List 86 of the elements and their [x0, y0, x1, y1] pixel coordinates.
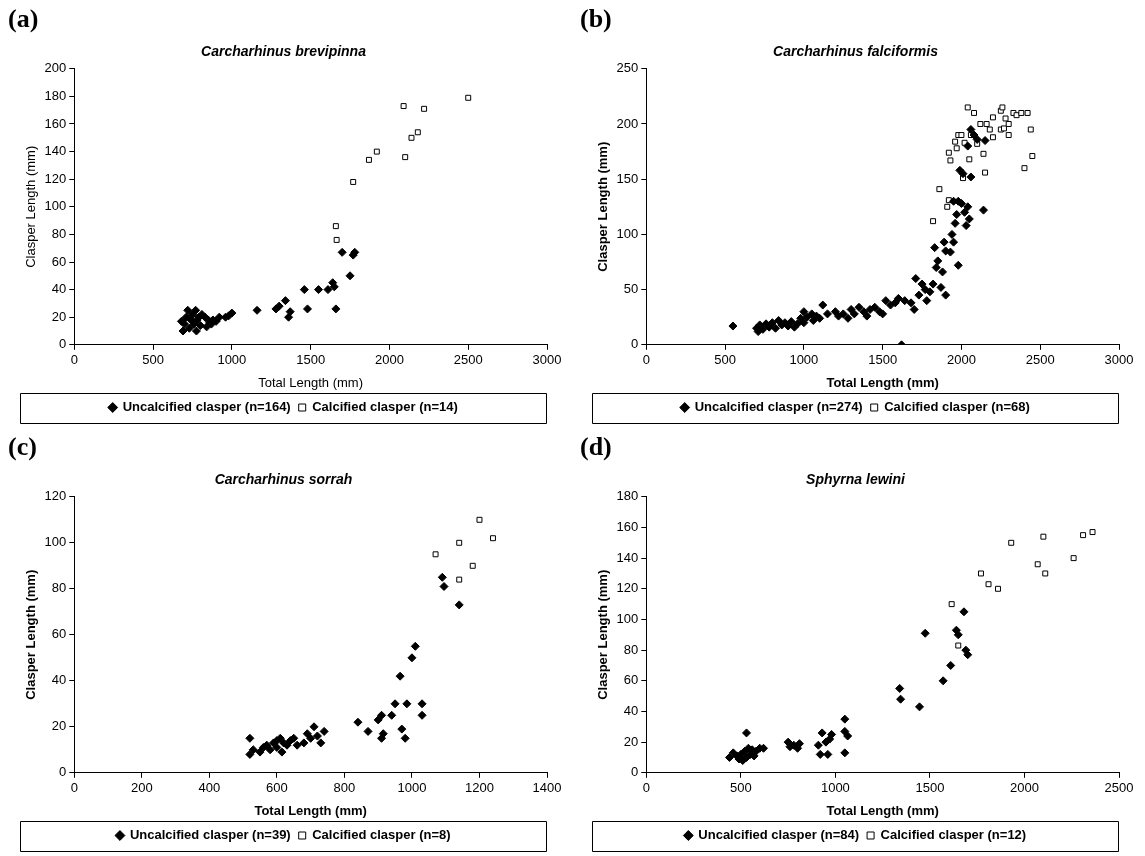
x-tick-label: 0 [70, 780, 78, 796]
text: (b) [580, 4, 612, 34]
y-tick-label: 80 [51, 225, 67, 241]
legend-label: Calcified clasper (n=12) [880, 827, 1027, 843]
x-tick-label: 1200 [465, 780, 494, 796]
x-tick-label: 400 [198, 780, 221, 796]
x-tick-label: 0 [642, 352, 650, 368]
y-tick-label: 180 [44, 87, 67, 103]
x-tick-label: 2000 [946, 352, 976, 368]
y-tick-label: 80 [51, 580, 67, 596]
y-tick-label: 20 [51, 718, 67, 734]
x-tick-label: 1000 [217, 352, 247, 368]
y-tick-label: 180 [616, 488, 639, 504]
chart-title: Carcharhinus falciformis [773, 43, 939, 60]
y-tick-label: 120 [616, 580, 639, 596]
y-tick-label: 60 [51, 626, 67, 642]
x-tick-label: 1500 [915, 780, 945, 796]
x-tick-label: 1500 [296, 352, 326, 368]
text: (a) [8, 4, 39, 34]
chart-title: Sphyrna lewini [806, 471, 906, 488]
legend-label: Uncalcified clasper (n=84) [698, 827, 860, 843]
x-tick-label: 500 [142, 352, 164, 368]
x-tick-label: 2500 [1025, 352, 1055, 368]
y-tick-label: 0 [631, 764, 639, 780]
legend-label: Calcified clasper (n=14) [312, 399, 458, 415]
x-tick-label: 500 [714, 352, 736, 368]
legend-label: Uncalcified clasper (n=164) [122, 399, 291, 415]
y-tick-label: 200 [616, 115, 639, 131]
y-axis-title: Clasper Length (mm) [595, 569, 611, 700]
chart-title: Carcharhinus brevipinna [201, 43, 367, 60]
legend-label: Uncalcified clasper (n=274) [694, 399, 863, 415]
x-tick-label: 2500 [453, 352, 483, 368]
x-axis-title: Total Length (mm) [258, 374, 364, 390]
x-tick-label: 3000 [532, 352, 562, 368]
text: (d) [580, 432, 612, 462]
x-tick-label: 3000 [1104, 352, 1134, 368]
y-tick-label: 50 [623, 281, 639, 297]
legend-label: Uncalcified clasper (n=39) [129, 827, 291, 843]
y-tick-label: 120 [44, 488, 67, 504]
y-tick-label: 40 [623, 703, 639, 719]
legend-label: Calcified clasper (n=68) [884, 399, 1030, 415]
x-tick-label: 1000 [397, 780, 427, 796]
x-tick-label: 1000 [789, 352, 819, 368]
x-tick-label: 1500 [868, 352, 898, 368]
x-tick-label: 600 [266, 780, 288, 796]
y-tick-label: 140 [616, 549, 639, 565]
y-tick-label: 40 [51, 672, 67, 688]
y-tick-label: 200 [44, 60, 67, 76]
y-tick-label: 60 [623, 672, 639, 688]
y-tick-label: 100 [616, 225, 639, 241]
y-tick-label: 0 [59, 336, 67, 352]
x-tick-label: 500 [729, 780, 752, 796]
x-axis-title: Total Length (mm) [254, 802, 367, 818]
y-tick-label: 80 [623, 641, 639, 657]
y-tick-label: 160 [44, 115, 67, 131]
y-tick-label: 100 [616, 611, 639, 627]
y-tick-label: 60 [51, 253, 67, 269]
x-tick-label: 2000 [1010, 780, 1039, 796]
y-tick-label: 250 [616, 60, 639, 76]
x-tick-label: 200 [130, 780, 153, 796]
y-tick-label: 20 [623, 733, 639, 749]
y-axis-title: Clasper Length (mm) [23, 145, 39, 268]
x-tick-label: 2000 [374, 352, 404, 368]
y-axis-title: Clasper Length (mm) [23, 569, 39, 700]
y-tick-label: 20 [51, 308, 67, 324]
legend-label: Calcified clasper (n=8) [312, 827, 451, 843]
y-tick-label: 0 [59, 764, 67, 780]
y-tick-label: 120 [44, 170, 67, 186]
x-tick-label: 800 [333, 780, 356, 796]
y-tick-label: 100 [44, 534, 67, 550]
text: (c) [8, 432, 37, 462]
y-tick-label: 150 [616, 170, 639, 186]
y-axis-title: Clasper Length (mm) [595, 141, 611, 272]
y-tick-label: 100 [44, 198, 67, 214]
x-axis-title: Total Length (mm) [826, 802, 939, 818]
y-tick-label: 0 [631, 336, 639, 352]
x-tick-label: 2500 [1104, 780, 1134, 796]
x-tick-label: 1000 [820, 780, 850, 796]
x-axis-title: Total Length (mm) [826, 374, 939, 390]
y-tick-label: 40 [51, 281, 67, 297]
y-tick-label: 160 [616, 519, 639, 535]
x-tick-label: 0 [70, 352, 78, 368]
y-tick-label: 140 [44, 143, 67, 159]
x-tick-label: 0 [642, 780, 650, 796]
chart-title: Carcharhinus sorrah [214, 471, 353, 488]
x-tick-label: 1400 [532, 780, 562, 796]
